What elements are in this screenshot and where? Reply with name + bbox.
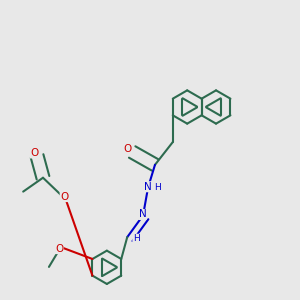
Text: H: H <box>133 234 140 243</box>
Text: H: H <box>154 183 161 192</box>
Text: O: O <box>123 144 131 154</box>
Text: N: N <box>139 209 146 220</box>
Text: O: O <box>55 244 64 254</box>
Text: O: O <box>30 148 38 158</box>
Text: N: N <box>144 182 152 192</box>
Text: O: O <box>60 192 68 202</box>
